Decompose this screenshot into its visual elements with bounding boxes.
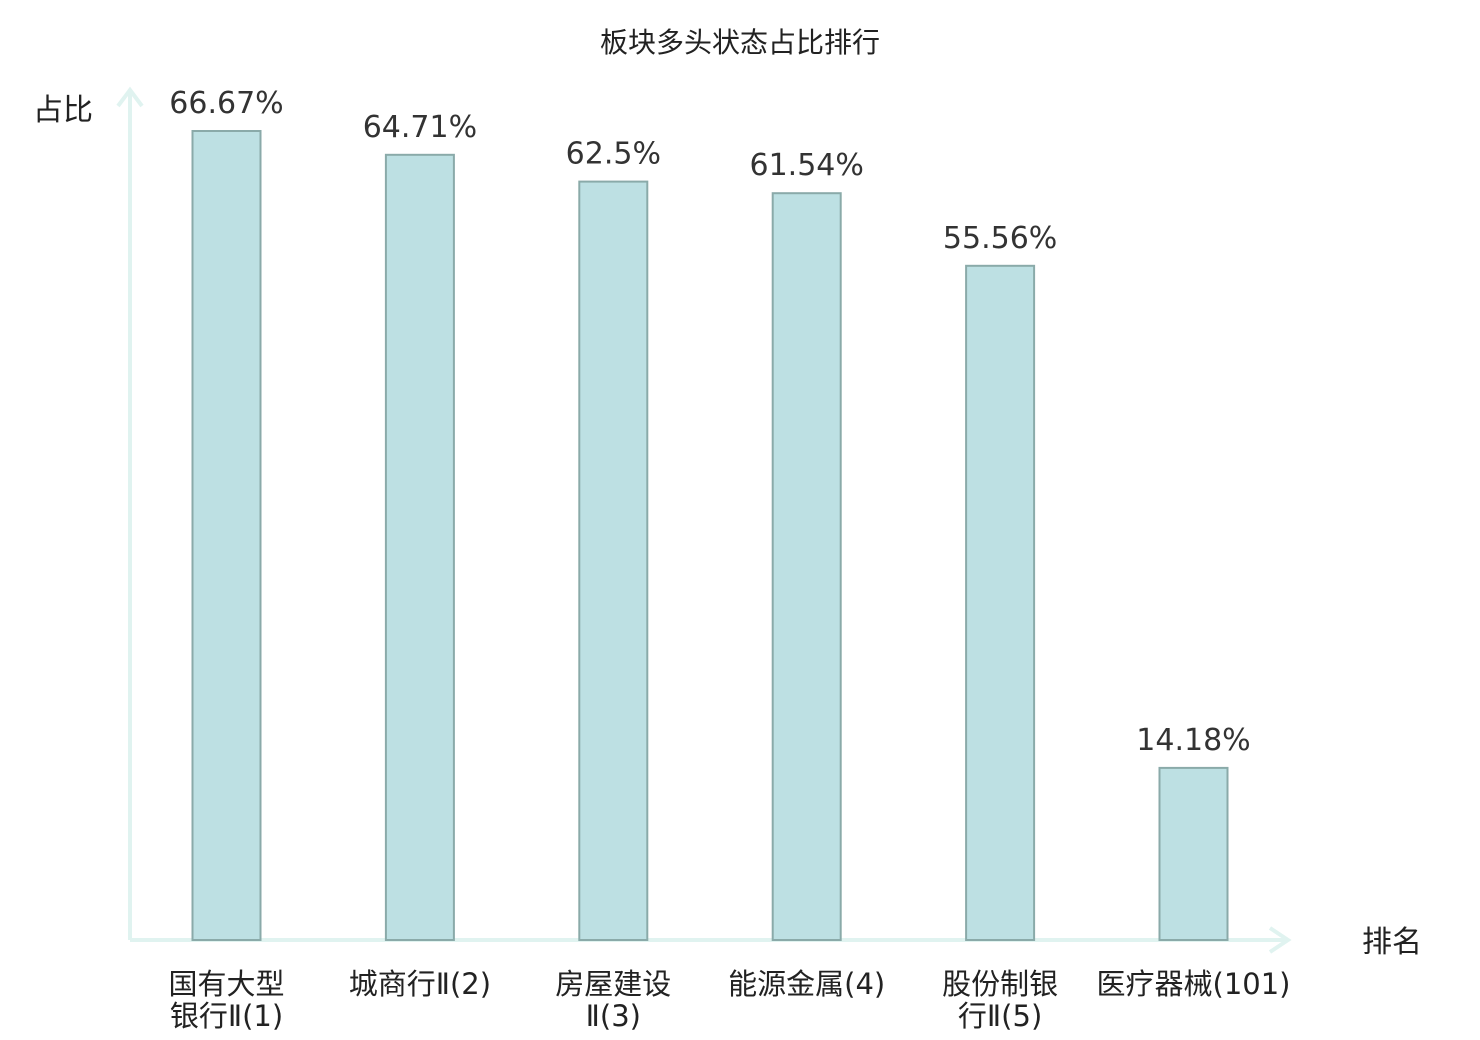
bar-1 (191, 130, 262, 941)
value-label-3: 62.5% (566, 137, 661, 172)
y-axis-arrow (116, 86, 144, 108)
value-label-1: 66.67% (169, 86, 283, 121)
axes (116, 86, 1292, 954)
category-label-2: 城商行Ⅱ(2) (349, 967, 491, 1001)
value-label-2: 64.71% (363, 110, 477, 145)
category-label-3-line-1: 房屋建设 (555, 967, 671, 1001)
value-label-5: 55.56% (943, 221, 1057, 256)
bar-4 (771, 192, 842, 941)
category-label-6: 医疗器械(101) (1097, 967, 1291, 1001)
chart-title: 板块多头状态占比排行 (600, 26, 880, 59)
bar-5 (965, 264, 1036, 941)
category-label-1-line-2: 银行Ⅱ(1) (170, 999, 283, 1033)
y-axis-title: 占比 (33, 93, 93, 128)
bars (191, 130, 1229, 942)
x-axis-title: 排名 (1362, 925, 1422, 960)
value-label-6: 14.18% (1136, 723, 1250, 758)
category-label-4: 能源金属(4) (728, 967, 885, 1001)
category-label-3-line-2: Ⅱ(3) (586, 999, 641, 1033)
category-label-5-line-2: 行Ⅱ(5) (958, 999, 1042, 1033)
category-label-5-line-1: 股份制银 (942, 967, 1058, 1001)
bar-3 (578, 180, 649, 942)
category-label-1-line-1: 国有大型 (168, 967, 284, 1001)
bar-2 (384, 153, 455, 942)
bar-6 (1158, 766, 1229, 942)
value-label-4: 61.54% (750, 148, 864, 183)
value-labels: 66.67% 64.71% 62.5% 61.54% 55.56% 14.18% (169, 86, 1250, 758)
x-axis-arrow (1268, 926, 1292, 954)
